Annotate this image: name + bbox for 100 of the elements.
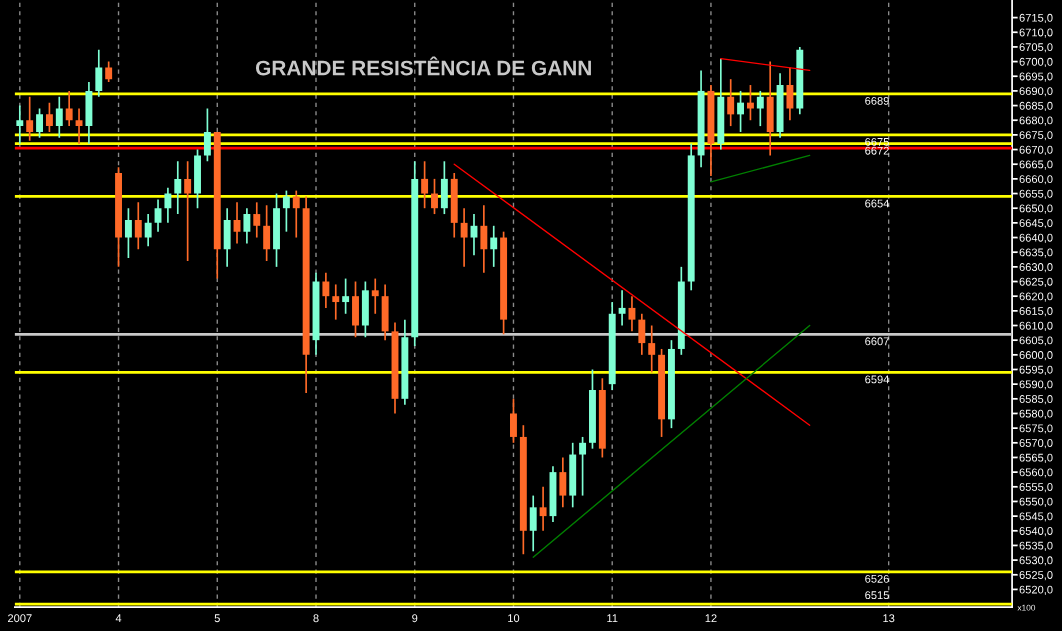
candlestick (529, 494, 537, 553)
y-tick-label: 6545,0 (1019, 512, 1053, 522)
y-tick-label: 6620,0 (1019, 292, 1053, 302)
y-tick-label: 6660,0 (1019, 175, 1053, 185)
y-tick-label: 6640,0 (1019, 233, 1053, 243)
ref-line-label: 6607 (865, 337, 889, 346)
candlestick (164, 186, 172, 224)
candlestick (75, 107, 83, 145)
candlestick (134, 201, 142, 251)
candlestick (322, 271, 330, 309)
y-tick-label: 6585,0 (1019, 395, 1053, 405)
candlestick (144, 213, 152, 248)
ref-line-label: 6672 (865, 146, 889, 155)
y-tick-label: 6600,0 (1019, 351, 1053, 361)
candlestick (184, 160, 192, 262)
candlestick (786, 66, 794, 122)
ref-line-label: 6594 (865, 375, 890, 384)
candlestick (460, 207, 468, 268)
y-tick-label: 6540,0 (1019, 527, 1053, 537)
x-tick-label: 5 (214, 614, 220, 623)
y-tick-label: 6610,0 (1019, 321, 1053, 331)
candlestick (746, 84, 754, 122)
y-tick-label: 6605,0 (1019, 336, 1053, 346)
candlestick (737, 90, 745, 133)
candlestick (332, 283, 340, 321)
candlestick (727, 78, 735, 127)
y-tick-label: 6555,0 (1019, 483, 1053, 493)
candlestick (490, 224, 498, 268)
candlestick (124, 207, 132, 259)
candlestick (243, 207, 251, 245)
y-tick-label: 6635,0 (1019, 248, 1053, 258)
candlestick (105, 60, 113, 83)
candlestick (638, 312, 646, 356)
candlestick (618, 289, 626, 327)
y-tick-label: 6565,0 (1019, 453, 1053, 463)
candlestick (431, 178, 438, 215)
ref-line-label: 6526 (865, 574, 889, 583)
y-tick-label: 6700,0 (1019, 57, 1053, 68)
candlestick (421, 160, 429, 210)
y-tick-label: 6675,0 (1019, 131, 1053, 141)
x-tick-label: 13 (883, 614, 895, 623)
y-tick-label: 6570,0 (1019, 439, 1053, 449)
ref-line-label: 6689 (865, 96, 889, 105)
y-tick-label: 6580,0 (1019, 409, 1053, 419)
candlestick (263, 204, 271, 262)
x-tick-label: 10 (508, 614, 520, 623)
x-tick-label: 2007 (8, 614, 32, 623)
candlestick (559, 456, 567, 509)
candlestick (648, 324, 656, 374)
y-tick-label: 6695,0 (1019, 72, 1053, 82)
candlestick (45, 101, 53, 133)
x-tick-label: 8 (313, 614, 319, 623)
candlestick (292, 189, 300, 239)
y-tick-label: 6530,0 (1019, 556, 1053, 566)
text: x100 (1017, 604, 1036, 611)
y-tick-label: 6575,0 (1019, 424, 1053, 434)
y-tick-label: 6590,0 (1019, 380, 1053, 390)
candlestick (253, 201, 261, 239)
candlestick (539, 485, 547, 532)
y-tick-label: 6680,0 (1019, 116, 1053, 126)
candlestick (510, 397, 517, 444)
y-tick-label: 6710,0 (1019, 28, 1053, 38)
y-tick-label: 6615,0 (1019, 307, 1053, 317)
candlestick (756, 90, 764, 127)
x-tick-label: 12 (705, 614, 717, 623)
y-tick-label: 6525,0 (1019, 571, 1053, 581)
candlestick (55, 95, 63, 139)
y-tick-label: 6550,0 (1019, 497, 1053, 507)
x-tick-label: 11 (607, 614, 618, 623)
y-tick-label: 6560,0 (1019, 468, 1053, 478)
candlestick (480, 204, 488, 274)
candlestick (36, 107, 44, 139)
y-tick-label: 6650,0 (1019, 204, 1053, 214)
candlestick (16, 104, 24, 145)
candlestick (26, 95, 34, 142)
y-tick-label: 6665,0 (1019, 160, 1053, 170)
y-tick-label: 6625,0 (1019, 277, 1053, 287)
candlestick (342, 277, 350, 315)
y-tick-label: 6655,0 (1019, 189, 1053, 199)
candlestick (174, 160, 182, 215)
y-tick-label: 6535,0 (1019, 541, 1053, 551)
y-tick-label: 6645,0 (1019, 219, 1053, 229)
y-tick-label: 6520,0 (1019, 585, 1053, 595)
candlestick (203, 107, 211, 163)
text: GRANDE RESISTÊNCIA DE GANN (255, 56, 591, 76)
ref-line-label: 6654 (865, 199, 890, 208)
y-tick-label: 6630,0 (1019, 263, 1053, 273)
candlestick (579, 436, 587, 497)
candlestick (282, 189, 290, 233)
y-tick-label: 6595,0 (1019, 365, 1053, 375)
y-tick-label: 6685,0 (1019, 101, 1053, 112)
y-tick-label: 6670,0 (1019, 145, 1053, 155)
candlestick (371, 277, 379, 315)
x-tick-label: 9 (412, 614, 418, 623)
candlestick (65, 90, 73, 127)
y-tick-label: 6715,0 (1019, 13, 1053, 24)
x-tick-label: 4 (115, 614, 122, 623)
ref-line-label: 6515 (865, 591, 889, 600)
candlestick (95, 49, 103, 98)
y-tick-label: 6690,0 (1019, 87, 1053, 97)
